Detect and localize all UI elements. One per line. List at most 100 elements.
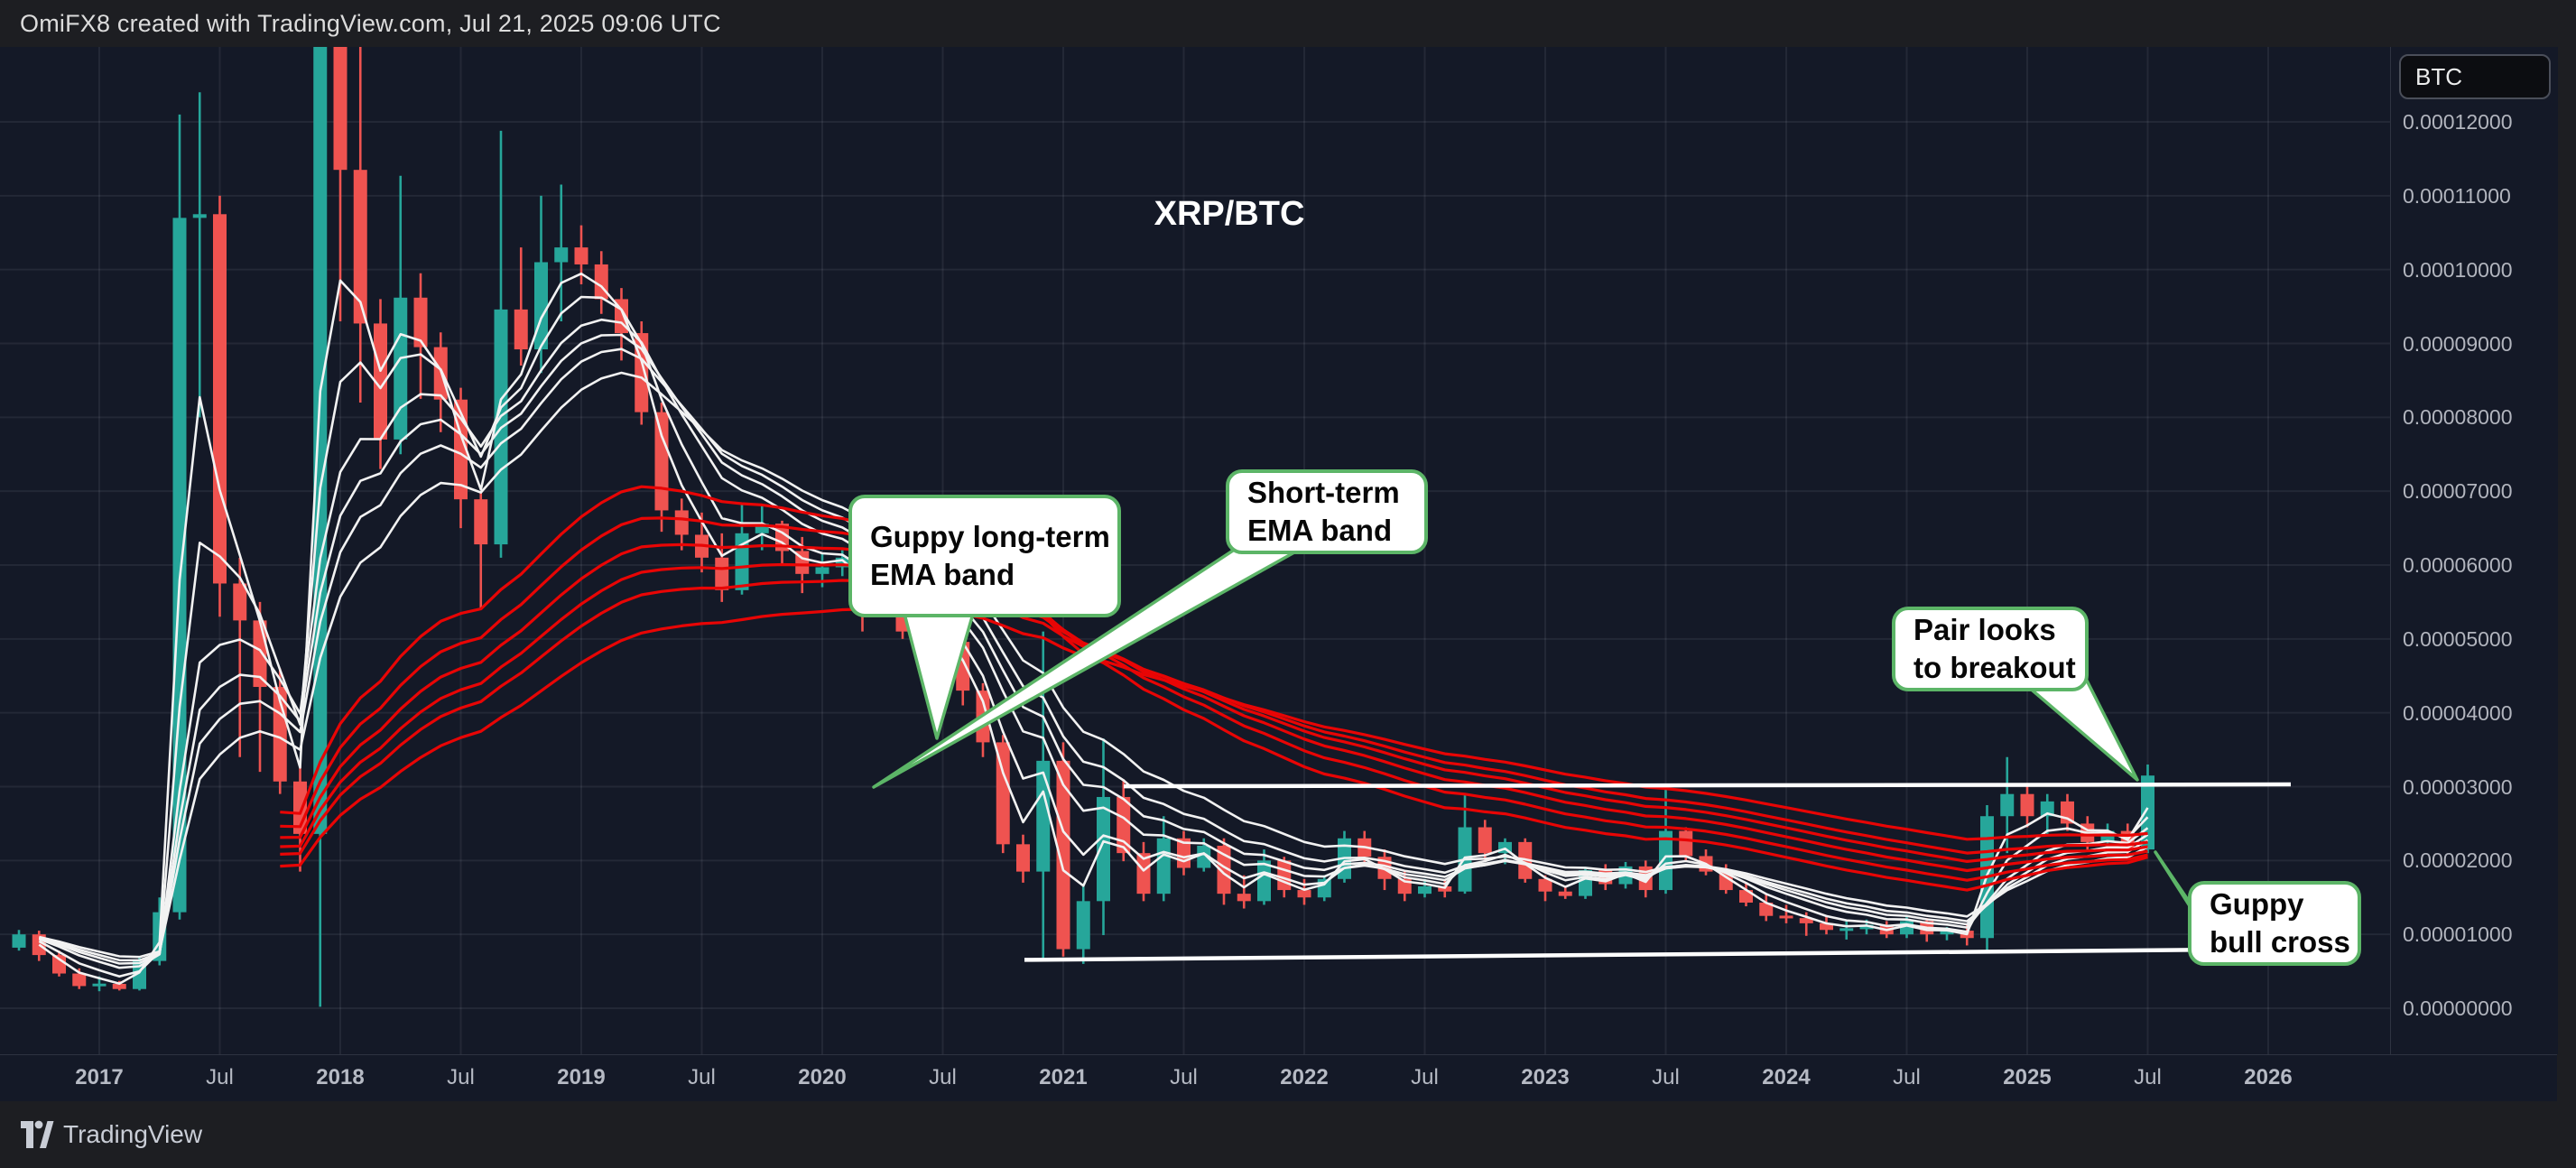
- guppy-short-ema-band: [38, 272, 2149, 985]
- candle: [654, 412, 669, 511]
- ema-line: [38, 333, 2149, 965]
- tradingview-logo-text: TradingView: [63, 1120, 203, 1148]
- price-tick-label: 0.00010000: [2403, 257, 2513, 282]
- attribution-text: OmiFX8 created with TradingView.com, Jul…: [20, 10, 721, 37]
- time-tick-label: Jul: [206, 1065, 234, 1089]
- candle: [192, 214, 207, 218]
- candle: [1076, 901, 1090, 950]
- time-tick-label: Jul: [688, 1065, 716, 1089]
- candle: [112, 983, 126, 989]
- ema-line: [280, 485, 2148, 892]
- candle: [2000, 793, 2015, 817]
- candle: [1659, 830, 1673, 891]
- candle: [1478, 827, 1492, 854]
- callout-pair-looks-to-breakout: Pair looks to breakout: [1892, 607, 2089, 691]
- ema-line: [38, 318, 2149, 969]
- ema-line: [39, 371, 2149, 959]
- time-axis[interactable]: 2017 Jul 2018 Jul 2019 Jul 2020 Jul 2021 Jul 2022 J…: [0, 1054, 2557, 1102]
- time-tick-label: Jul: [1170, 1065, 1198, 1089]
- callout-guppy-bull-cross: Guppy bull cross: [2188, 881, 2361, 966]
- price-tick-label: 0.00007000: [2403, 479, 2513, 504]
- time-tick-label: 2019: [557, 1065, 606, 1089]
- candle: [213, 214, 227, 584]
- candle: [554, 247, 569, 263]
- time-tick-label: Jul: [2134, 1065, 2162, 1089]
- price-tick-label: 0.00004000: [2403, 700, 2513, 725]
- candle: [594, 264, 608, 300]
- ema-line: [280, 542, 2148, 873]
- candle: [1940, 931, 1954, 935]
- time-tick-label: 2024: [1762, 1065, 1811, 1089]
- candle: [1779, 915, 1793, 919]
- candle: [1016, 844, 1030, 872]
- candle: [835, 557, 849, 568]
- time-tick-label: 2025: [2003, 1065, 2052, 1089]
- candle: [1820, 922, 1833, 931]
- tradingview-logo[interactable]: TradingView: [20, 1119, 202, 1150]
- chart-widget: XRP/BTC Guppy long-term EMA band Short-t…: [0, 47, 2558, 1102]
- guppy-long-ema-band: [280, 485, 2148, 892]
- price-tick-label: 0.00000000: [2403, 997, 2513, 1020]
- candle: [313, 47, 328, 834]
- candle: [1839, 928, 1854, 932]
- candle: [72, 973, 87, 987]
- time-tick-label: 2018: [316, 1065, 365, 1089]
- candle: [92, 983, 107, 987]
- price-tick-label: 0.00006000: [2403, 553, 2513, 577]
- candle: [1438, 885, 1452, 892]
- candle: [1719, 871, 1733, 891]
- ema-line: [280, 562, 2148, 863]
- candle: [12, 934, 26, 948]
- candle: [1297, 890, 1311, 898]
- candle: [1136, 853, 1151, 895]
- price-tick-label: 0.00011000: [2403, 183, 2511, 208]
- candle: [1799, 918, 1813, 923]
- candle: [1859, 924, 1874, 930]
- ema-line: [38, 272, 2149, 985]
- price-tick-label: 0.00003000: [2403, 774, 2513, 799]
- trendline-resistance[interactable]: [1123, 782, 2292, 789]
- time-tick-label: Jul: [1893, 1065, 1921, 1089]
- ema-line: [38, 295, 2149, 978]
- time-tick-label: 2023: [1521, 1065, 1570, 1089]
- time-tick-label: 2017: [75, 1065, 124, 1089]
- candle: [2020, 793, 2034, 817]
- candle: [996, 742, 1010, 845]
- candle: [233, 583, 247, 621]
- time-tick-label: Jul: [929, 1065, 957, 1089]
- trendline-support[interactable]: [1024, 947, 2284, 962]
- candle: [1197, 845, 1211, 868]
- candle: [1257, 860, 1271, 902]
- time-tick-label: 2026: [2244, 1065, 2293, 1089]
- tradingview-logo-icon: [21, 1120, 54, 1148]
- candle: [1156, 838, 1171, 895]
- candle: [1538, 878, 1552, 892]
- callout-short-term-ema-band: Short-term EMA band: [1226, 469, 1428, 554]
- price-tick-label: 0.00009000: [2403, 331, 2513, 356]
- candle: [1056, 760, 1070, 950]
- candle: [1277, 860, 1292, 891]
- price-axis-currency-chip[interactable]: BTC: [2399, 54, 2551, 99]
- candle: [374, 323, 387, 440]
- callout-guppy-long-term-ema-band: Guppy long-term EMA band: [848, 495, 1121, 617]
- candle: [674, 510, 689, 535]
- candle: [715, 557, 729, 590]
- attribution-bar: OmiFX8 created with TradingView.com, Jul…: [0, 0, 2576, 47]
- candle: [394, 297, 408, 440]
- candle: [353, 170, 367, 324]
- chart-title: XRP/BTC: [1154, 195, 1305, 233]
- candle: [1117, 796, 1131, 854]
- candle: [1418, 885, 1432, 895]
- trendlines[interactable]: [1024, 782, 2292, 962]
- time-tick-label: 2022: [1280, 1065, 1329, 1089]
- candle: [1759, 902, 1774, 916]
- currency-label: BTC: [2415, 63, 2462, 90]
- candle: [474, 499, 488, 545]
- price-tick-label: 0.00005000: [2403, 626, 2513, 651]
- price-axis[interactable]: BTC 0.00012000 0.00011000 0.00010000 0.0000…: [2390, 47, 2558, 1054]
- candle: [1237, 894, 1251, 902]
- time-tick-label: 2020: [798, 1065, 847, 1089]
- candle: [1558, 891, 1572, 896]
- candle: [333, 47, 347, 171]
